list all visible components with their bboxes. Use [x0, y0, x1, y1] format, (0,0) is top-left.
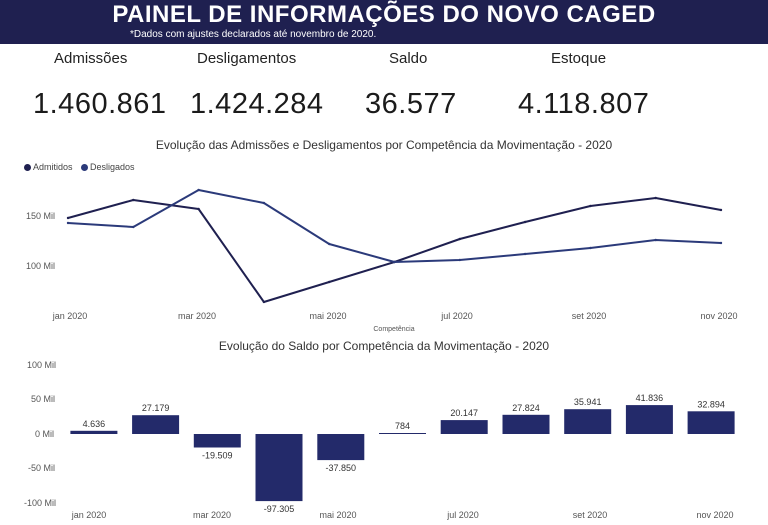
bar-x-tick-label: mar 2020	[193, 510, 231, 520]
kpi-value-desligamentos: 1.424.284	[190, 88, 324, 120]
legend-dot-desligados	[81, 164, 89, 171]
line-point-desligados[interactable]	[328, 242, 331, 246]
line-point-admitidos[interactable]	[458, 237, 461, 241]
bar-x-tick-label: mai 2020	[319, 510, 356, 520]
kpi-value-admissoes: 1.460.861	[33, 88, 167, 120]
line-point-desligados[interactable]	[262, 201, 266, 205]
bar-data-label: -19.509	[202, 451, 233, 461]
bar-x-tick-label: jul 2020	[446, 510, 479, 520]
line-point-admitidos[interactable]	[132, 198, 135, 202]
line-point-admitidos[interactable]	[328, 280, 331, 284]
bar-series-group: 4.636 27.179 -19.509 -97.305 -37.850 784 20.14…	[70, 393, 735, 514]
line-point-desligados[interactable]	[458, 258, 461, 262]
bar-nov[interactable]	[687, 411, 735, 434]
bar-x-tick-label: jan 2020	[71, 510, 107, 520]
bar-jan[interactable]	[70, 430, 118, 434]
line-point-admitidos[interactable]	[719, 208, 723, 212]
kpi-label-saldo: Saldo	[389, 50, 428, 67]
line-x-tick-label: mai 2020	[309, 311, 346, 321]
line-y-tick-label: 100 Mil	[26, 261, 55, 271]
line-point-desligados[interactable]	[523, 252, 527, 256]
bar-data-label: -37.850	[326, 463, 357, 473]
line-x-tick-label: mar 2020	[178, 311, 216, 321]
bar-jul[interactable]	[440, 420, 488, 434]
bar-data-label: 27.824	[512, 403, 540, 413]
bar-jun[interactable]	[379, 433, 426, 434]
legend-item-admitidos[interactable]: Admitidos	[24, 162, 73, 172]
legend-label-admitidos: Admitidos	[33, 162, 73, 172]
bar-ago[interactable]	[502, 414, 550, 434]
kpi-label-estoque: Estoque	[551, 50, 607, 67]
line-point-desligados[interactable]	[654, 238, 657, 242]
line-point-admitidos[interactable]	[262, 300, 266, 304]
line-point-admitidos[interactable]	[523, 220, 527, 224]
bar-fev[interactable]	[132, 415, 180, 434]
bar-data-label: 784	[395, 421, 410, 431]
legend-label-desligados: Desligados	[90, 162, 135, 172]
bar-y-tick-label: 100 Mil	[27, 360, 56, 370]
line-x-tick-label: jan 2020	[52, 311, 88, 321]
bar-y-tick-label: -100 Mil	[24, 498, 56, 508]
bar-mai[interactable]	[317, 434, 365, 461]
bar-abr[interactable]	[255, 434, 303, 502]
bar-set[interactable]	[564, 409, 612, 434]
line-point-admitidos[interactable]	[197, 207, 200, 211]
bar-x-tick-label: nov 2020	[696, 510, 733, 520]
bar-data-label: 20.147	[450, 408, 478, 418]
line-series-group	[66, 188, 723, 304]
kpi-value-estoque: 4.118.807	[518, 88, 650, 120]
line-point-desligados[interactable]	[132, 225, 135, 229]
bar-chart-title: Evolução do Saldo por Competência da Mov…	[218, 339, 550, 353]
line-point-desligados[interactable]	[197, 188, 200, 192]
line-point-desligados[interactable]	[719, 241, 723, 245]
page-title: PAINEL DE INFORMAÇÕES DO NOVO CAGED	[112, 1, 656, 28]
line-x-tick-label: set 2020	[572, 311, 607, 321]
line-chart-axes: 150 Mil 100 Mil jan 2020 mar 2020 mai 20…	[26, 211, 738, 333]
line-point-desligados[interactable]	[393, 260, 396, 264]
line-series-admitidos[interactable]	[67, 197, 722, 303]
line-chart-legend: Admitidos Desligados	[24, 162, 141, 172]
legend-item-desligados[interactable]: Desligados	[81, 162, 135, 172]
header-banner: PAINEL DE INFORMAÇÕES DO NOVO CAGED *Dad…	[0, 0, 768, 44]
line-x-tick-label: nov 2020	[700, 311, 737, 321]
line-point-admitidos[interactable]	[589, 204, 592, 208]
bar-out[interactable]	[625, 405, 673, 434]
line-series-desligados[interactable]	[67, 189, 722, 263]
page-subtitle: *Dados com ajustes declarados até novemb…	[130, 29, 377, 40]
bar-data-label: 4.636	[83, 419, 106, 429]
bar-y-tick-label: -50 Mil	[28, 463, 55, 473]
line-x-axis-label: Competência	[373, 326, 414, 333]
bar-x-tick-label: set 2020	[573, 510, 608, 520]
line-chart-title: Evolução das Admissões e Desligamentos p…	[155, 138, 613, 152]
line-point-admitidos[interactable]	[66, 216, 70, 220]
bar-data-label: -97.305	[264, 504, 295, 514]
kpi-value-saldo: 36.577	[365, 88, 457, 120]
bar-chart-axes: 100 Mil 50 Mil 0 Mil -50 Mil -100 Mil ja…	[24, 360, 734, 520]
line-point-admitidos[interactable]	[654, 196, 657, 200]
line-x-tick-label: jul 2020	[440, 311, 473, 321]
bar-mar[interactable]	[193, 434, 241, 448]
kpi-label-admissoes: Admissões	[54, 50, 128, 67]
line-point-desligados[interactable]	[66, 221, 70, 225]
line-point-desligados[interactable]	[589, 246, 592, 250]
legend-dot-admitidos	[24, 164, 31, 171]
line-y-tick-label: 150 Mil	[26, 211, 55, 221]
bar-data-label: 41.836	[636, 393, 664, 403]
bar-data-label: 27.179	[142, 403, 170, 413]
bar-data-label: 32.894	[697, 399, 725, 409]
bar-data-label: 35.941	[574, 397, 602, 407]
bar-y-tick-label: 0 Mil	[35, 429, 54, 439]
kpi-label-desligamentos: Desligamentos	[197, 50, 297, 67]
bar-y-tick-label: 50 Mil	[31, 394, 55, 404]
